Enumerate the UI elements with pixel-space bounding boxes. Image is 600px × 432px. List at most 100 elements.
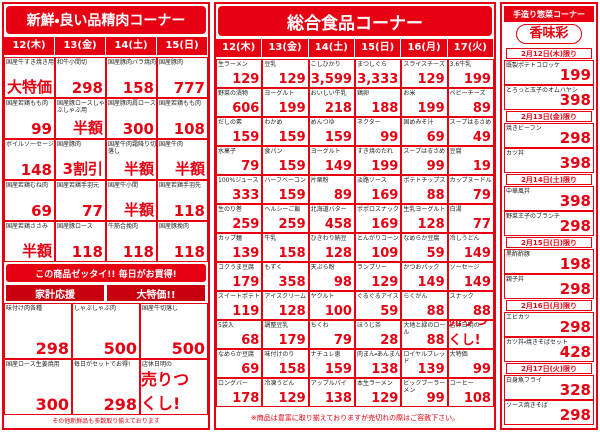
item-name: アップルパイ	[310, 380, 347, 387]
item-price: 298	[559, 318, 591, 336]
item: カップ麺 139	[216, 233, 263, 262]
item-price: 159	[324, 130, 352, 145]
item-price: 89	[472, 101, 491, 116]
item: おいしい牛乳 218	[308, 88, 355, 117]
item: 肉まん・あんまん 138	[355, 349, 402, 378]
item: わかめ 159	[262, 117, 309, 146]
item-name: 親子丼	[506, 276, 525, 283]
item: 100%ジュース 333	[216, 175, 263, 204]
item: 野菜の漬物 606	[216, 88, 263, 117]
item-name: 大特価	[449, 351, 468, 358]
item: 国産豚肉 777	[157, 57, 208, 98]
item-name: 生ラーメン	[218, 61, 248, 68]
item: 野菜王子のブランチ 298	[504, 211, 594, 236]
item-name: ネクター	[357, 119, 381, 126]
item: 国産若鶏むね肉 69	[4, 180, 55, 221]
item-price: 19	[472, 159, 491, 174]
item: アップルパイ 138	[308, 378, 355, 407]
item-price: 98	[333, 275, 352, 290]
item-name: ベビーチーズ	[449, 90, 486, 97]
bottom-head: 家計応援	[6, 285, 104, 301]
item-price: 159	[278, 159, 306, 174]
item: こしひかり 3,599	[308, 59, 355, 88]
item-name: 店休日明の	[449, 322, 480, 329]
item-price: 138	[324, 391, 352, 406]
item-price: 159	[324, 362, 352, 377]
deli-date: 2月14日(土)限り	[506, 174, 592, 185]
item-name: 味付けのり	[264, 351, 295, 358]
item-price: 59	[380, 304, 399, 319]
item: 国産若鶏手羽先 118	[157, 180, 208, 221]
item-price: 129	[371, 275, 399, 290]
item: 味付けのり 158	[262, 349, 309, 378]
item: なめらか豆腐 59	[401, 233, 448, 262]
grocery-panel: 総合食品コーナー 12(木) 13(金) 14(土) 15(日) 16(月) 17(火) 生ラ…	[214, 2, 496, 430]
item-name: 冷凍うどん	[264, 380, 295, 387]
item-price: 59	[426, 246, 445, 261]
item: なめらか豆腐 69	[216, 349, 263, 378]
item: ソース焼きそば 298	[504, 400, 594, 425]
item-name: すき焼のたれ	[357, 148, 394, 155]
item-price: 300	[35, 395, 69, 414]
item-price: 77	[82, 202, 103, 220]
item-price: 119	[232, 304, 260, 319]
item-name: ヨーグルト	[310, 148, 341, 155]
item: ヨーグルト 199	[262, 88, 309, 117]
item-name: 5袋入	[218, 322, 234, 329]
item-name: ソーセージ	[449, 264, 480, 271]
item: かつおパック 149	[401, 262, 448, 291]
item-price: 128	[278, 304, 306, 319]
item-price: 500	[171, 339, 205, 358]
item-name: 国産豚肉	[57, 141, 82, 148]
item: 毎日がセットでお得! 298	[72, 359, 140, 415]
item-price: 328	[559, 381, 591, 399]
deli-date: 2月17日(火)限り	[506, 363, 592, 374]
item-name: なめらか豆腐	[403, 235, 440, 242]
item-price: 118	[122, 243, 154, 261]
item: 片栗粉 89	[308, 175, 355, 204]
item: 国産若鶏手羽元 77	[55, 180, 106, 221]
item: 生ラーメン 129	[216, 59, 263, 88]
item-name: 国産若鶏むね肉	[6, 182, 49, 189]
item-price: 199	[417, 101, 445, 116]
item-name: 片栗粉	[310, 177, 329, 184]
item: もずく 358	[262, 262, 309, 291]
item-name: カップヌードル	[449, 177, 492, 184]
item-name: ロイヤルブレッド	[403, 351, 446, 365]
item-price: 198	[559, 255, 591, 273]
item-name: 生のり巻	[218, 206, 243, 213]
item: 国産豚肉 3割引	[55, 139, 106, 180]
item-name: コーヒー	[449, 380, 474, 387]
item-name: 国産若鶏手羽先	[159, 182, 202, 189]
meat-panel: 新鮮・良い品精肉コーナー 12(木) 13(金) 14(土) 15(日) 国産牛すき焼き用…	[2, 2, 210, 430]
item: 国産牛肉 半額	[157, 139, 208, 180]
item: 固めみそ汁 69	[401, 117, 448, 146]
meat-footer: その他新鮮品も多数取り揃えております	[52, 418, 160, 425]
item-name: 和牛小間切	[57, 59, 88, 66]
item: カツ丼・焼きそばセット 428	[504, 337, 594, 362]
item-price: 158	[278, 246, 306, 261]
item: スープはるさめ 99	[401, 146, 448, 175]
item-name: 国産豚肉	[159, 59, 184, 66]
item-price: 149	[463, 275, 491, 290]
item-name: 国産ロース生姜焼用	[6, 361, 60, 368]
item: 白身魚フライ 328	[504, 375, 594, 400]
item-price: 500	[103, 339, 137, 358]
item: 調整豆乳 179	[262, 320, 309, 349]
item: ポテトチップス 88	[401, 175, 448, 204]
item-price: 333	[232, 188, 260, 203]
item-price: 69	[31, 202, 52, 220]
item-name: お米	[403, 90, 416, 97]
item-name: 国産若鶏もも肉	[6, 100, 49, 107]
item-price: 199	[278, 101, 306, 116]
item: 食パン 159	[262, 146, 309, 175]
deli-date: 2月16日(月)限り	[506, 300, 592, 311]
item-price: 半額	[123, 160, 154, 178]
item-name: しゃぶしゃぶ肉	[74, 305, 117, 312]
item-price: 199	[559, 66, 591, 84]
deli-date: 2月12日(木)限り	[506, 48, 592, 59]
item-name: 生乳ヨーグルト	[403, 206, 446, 213]
item-name: 野菜王子のブランチ	[506, 213, 561, 220]
item: 店休日明の 売りつくし!	[140, 359, 208, 415]
item-name: スープはるさめ	[403, 148, 445, 155]
